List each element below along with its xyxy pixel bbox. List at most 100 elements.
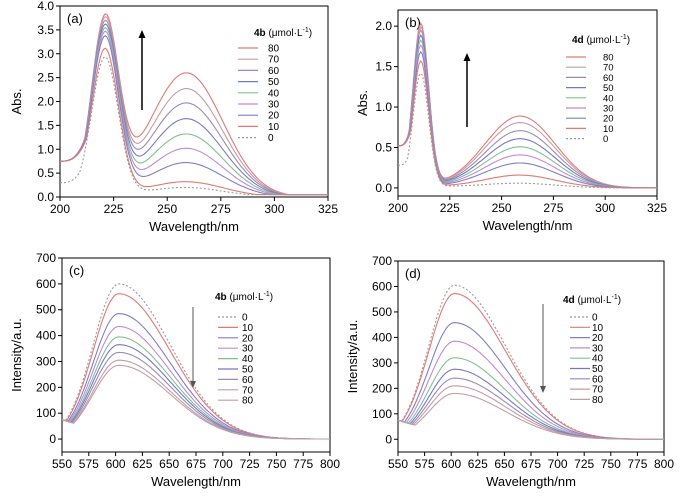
x-tick-label: 225 bbox=[104, 202, 124, 216]
y-tick-label: 100 bbox=[372, 407, 392, 421]
x-axis-label: Wavelength/nm bbox=[149, 219, 239, 234]
y-tick-label: 1.5 bbox=[37, 118, 54, 132]
y-tick-label: 1.0 bbox=[37, 142, 54, 156]
x-tick-label: 300 bbox=[595, 201, 615, 215]
panel-label: (c) bbox=[69, 263, 84, 278]
x-tick-label: 200 bbox=[388, 201, 408, 215]
x-axis-label: Wavelength/nm bbox=[486, 474, 576, 489]
legend-entry-20: 20 bbox=[268, 111, 280, 122]
y-tick-label: 400 bbox=[372, 330, 392, 344]
panel-label: (d) bbox=[405, 266, 421, 281]
legend-entry-30: 30 bbox=[603, 104, 614, 115]
y-tick-label: 2.0 bbox=[375, 19, 392, 33]
legend-entry-50: 50 bbox=[603, 83, 614, 94]
x-tick-label: 300 bbox=[264, 202, 284, 216]
y-axis-label: Abs. bbox=[9, 88, 24, 114]
legend-unit: (μmol·L bbox=[227, 292, 264, 303]
y-tick-label: 2.0 bbox=[37, 95, 54, 109]
legend-entry-20: 20 bbox=[242, 333, 254, 344]
x-tick-label: 200 bbox=[50, 202, 70, 216]
x-tick-label: 250 bbox=[157, 202, 177, 216]
y-tick-label: 600 bbox=[372, 279, 392, 293]
y-tick-label: 3.0 bbox=[37, 47, 54, 61]
legend-entry-70: 70 bbox=[268, 55, 280, 66]
legend-entry-0: 0 bbox=[242, 313, 248, 324]
x-tick-label: 725 bbox=[574, 457, 594, 471]
legend-entry-40: 40 bbox=[592, 354, 604, 365]
legend-unit-end: ) bbox=[618, 295, 621, 306]
arrow-head bbox=[463, 53, 471, 61]
legend-unit-exponent: -1 bbox=[621, 34, 627, 41]
legend-entry-70: 70 bbox=[242, 385, 254, 396]
trend-arrow bbox=[190, 307, 196, 388]
y-tick-label: 200 bbox=[372, 381, 392, 395]
series-line-50 bbox=[398, 368, 664, 440]
legend-compound: 4b bbox=[215, 292, 227, 303]
series-line-40 bbox=[398, 357, 664, 440]
legend-header: 4d (μmol·L-1) bbox=[563, 294, 621, 306]
legend-unit-exponent: -1 bbox=[264, 291, 270, 298]
series-line-80 bbox=[398, 392, 664, 440]
series-line-0 bbox=[398, 72, 657, 189]
legend-entry-60: 60 bbox=[268, 66, 280, 77]
arrow-head bbox=[138, 30, 146, 38]
legend-entry-50: 50 bbox=[268, 77, 280, 88]
x-tick-label: 325 bbox=[647, 201, 667, 215]
legend-header: 4d (μmol·L-1) bbox=[572, 34, 630, 46]
series-line-10 bbox=[398, 293, 664, 440]
x-tick-label: 650 bbox=[159, 457, 179, 471]
legend-entry-0: 0 bbox=[268, 133, 274, 144]
y-tick-label: 1.0 bbox=[375, 100, 392, 114]
panel-label: (a) bbox=[67, 11, 83, 26]
y-tick-label: 100 bbox=[36, 406, 56, 420]
legend-entry-40: 40 bbox=[268, 88, 280, 99]
legend-entry-0: 0 bbox=[592, 313, 598, 324]
x-tick-label: 775 bbox=[293, 457, 313, 471]
legend-entry-0: 0 bbox=[603, 134, 608, 145]
x-tick-label: 550 bbox=[52, 457, 72, 471]
series-line-70 bbox=[62, 359, 330, 440]
legend-entry-10: 10 bbox=[268, 122, 280, 133]
legend-unit-exponent: -1 bbox=[612, 294, 618, 301]
y-tick-label: 200 bbox=[36, 380, 56, 394]
series-group bbox=[398, 284, 664, 440]
legend-entry-20: 20 bbox=[592, 333, 604, 344]
legend-unit-end: ) bbox=[309, 28, 312, 39]
series-group bbox=[60, 13, 328, 196]
x-tick-label: 800 bbox=[320, 457, 340, 471]
series-line-40 bbox=[60, 26, 328, 196]
legend-unit: (μmol·L bbox=[575, 295, 612, 306]
y-tick-label: 0.5 bbox=[37, 166, 54, 180]
panel-label: (b) bbox=[405, 15, 421, 30]
x-tick-label: 600 bbox=[106, 457, 126, 471]
legend-unit: (μmol·L bbox=[584, 35, 621, 46]
legend-entry-40: 40 bbox=[603, 93, 614, 104]
legend-header: 4b (μmol·L-1) bbox=[254, 27, 312, 39]
legend-entry-10: 10 bbox=[592, 323, 604, 334]
legend-entry-30: 30 bbox=[268, 100, 280, 111]
y-tick-label: 500 bbox=[372, 305, 392, 319]
series-line-50 bbox=[60, 23, 328, 196]
series-group bbox=[62, 283, 330, 440]
y-tick-label: 300 bbox=[372, 356, 392, 370]
legend-entry-80: 80 bbox=[603, 53, 614, 64]
y-tick-label: 2.5 bbox=[37, 71, 54, 85]
legend-compound: 4d bbox=[572, 35, 584, 46]
series-line-10 bbox=[60, 47, 328, 196]
x-tick-label: 700 bbox=[548, 457, 568, 471]
x-tick-label: 625 bbox=[132, 457, 152, 471]
legend-unit-end: ) bbox=[627, 35, 630, 46]
chart-panel-3: 550 575 600 625 650 675 700 725 750 775 8000100200… bbox=[9, 251, 340, 489]
legend-entry-50: 50 bbox=[592, 364, 604, 375]
y-tick-label: 700 bbox=[36, 251, 56, 265]
x-tick-label: 575 bbox=[79, 457, 99, 471]
series-line-30 bbox=[60, 30, 328, 196]
x-tick-label: 325 bbox=[318, 202, 338, 216]
x-tick-label: 575 bbox=[415, 457, 435, 471]
y-axis-label: Abs. bbox=[355, 90, 370, 116]
legend-header: 4b (μmol·L-1) bbox=[215, 291, 273, 303]
legend-entry-70: 70 bbox=[603, 63, 614, 74]
